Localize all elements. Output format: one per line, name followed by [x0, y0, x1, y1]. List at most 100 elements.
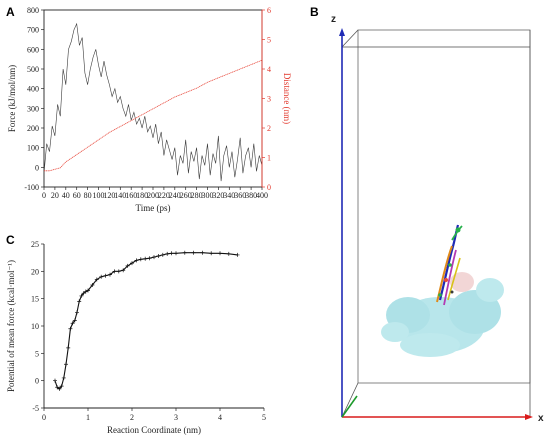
chart-c-y-tick-label: 10: [31, 322, 39, 331]
pmf-data-point: [209, 251, 214, 256]
chart-a-y-tick-label: 600: [27, 45, 39, 54]
chart-c-x-tick-label: 3: [174, 413, 178, 422]
z-axis-label: z: [331, 14, 336, 25]
pmf-data-point: [86, 288, 90, 293]
chart-a-y-tick-label: 0: [35, 163, 39, 172]
chart-a-y2-axis-title: Distance (nm): [282, 73, 292, 124]
chart-a-x-tick-label: 160: [125, 191, 137, 200]
pmf-data-point: [70, 321, 75, 326]
pmf-data-point: [121, 268, 126, 273]
box-edge: [341, 382, 359, 418]
chart-a-y-tick-label: 400: [27, 85, 39, 94]
pmf-data-point: [165, 251, 170, 256]
pmf-data-point: [90, 283, 95, 287]
chart-a-y2-tick-label: 4: [267, 65, 271, 74]
box-edge: [341, 29, 359, 48]
x-axis-arrowhead: [525, 414, 533, 420]
panel-a-label: A: [6, 5, 15, 19]
chart-c-y-tick-label: 15: [31, 295, 39, 304]
pmf-data-point: [125, 263, 130, 268]
chart-a-x-tick-label: 40: [62, 191, 70, 200]
pmf-data-point: [169, 251, 174, 256]
pmf-data-point: [134, 258, 139, 263]
chart-a: 0 20 40 60 80 1001201401601802002202402602803…: [7, 6, 292, 213]
chart-a-x-tick-label: 100: [93, 191, 105, 200]
chart-c-x-tick-label: 5: [262, 413, 266, 422]
chart-c-x-tick-label: 0: [42, 413, 46, 422]
chart-a-y-tick-label: 100: [27, 144, 39, 153]
chart-c-x-axis-title: Reaction Coordinate (nm): [107, 425, 201, 435]
chart-c-x-tick-label: 1: [86, 413, 90, 422]
pmf-data-point: [72, 318, 77, 323]
chart-a-x-tick-label: 240: [169, 191, 181, 200]
chart-a-y-tick-label: 800: [27, 6, 39, 15]
chart-a-x-tick-label: 380: [245, 191, 257, 200]
chart-a-x-tick-label: 360: [234, 191, 246, 200]
pmf-data-point: [61, 375, 66, 380]
protein-structure: [381, 272, 504, 357]
pmf-data-point: [160, 252, 165, 257]
chart-a-x-tick-label: 280: [191, 191, 203, 200]
chart-a-x-tick-label: 400: [256, 191, 268, 200]
box-front-face: [341, 46, 531, 418]
z-axis-arrowhead: [339, 28, 345, 36]
chart-a-y2-tick-label: 2: [267, 124, 271, 133]
panel-c-label: C: [6, 233, 15, 247]
pmf-data-point: [77, 299, 82, 304]
force-series-line: [43, 22, 263, 182]
chart-c-y-axis-title: Potential of mean force (kcal·mol⁻¹): [6, 260, 16, 392]
y-axis-arrow: [341, 395, 358, 418]
chart-a-y-tick-label: 700: [27, 26, 39, 35]
chart-a-x-tick-label: 0: [42, 191, 46, 200]
chart-a-y2-tick-label: 3: [267, 95, 271, 104]
x-axis-label: x: [538, 413, 544, 424]
chart-a-y2-tick-label: 5: [267, 36, 271, 45]
pmf-data-point: [55, 385, 60, 390]
pmf-data-point: [218, 251, 222, 256]
pmf-data-point: [79, 293, 84, 298]
pmf-data-point: [68, 326, 73, 331]
pmf-data-point: [143, 256, 148, 261]
pmf-data-point: [57, 386, 62, 391]
chart-c-y-tick-label: 20: [31, 267, 39, 276]
pmf-data-point: [182, 250, 187, 255]
chart-a-y-tick-label: 500: [27, 65, 39, 74]
pmf-data-point: [53, 378, 57, 383]
pmf-data-point: [130, 261, 134, 266]
pmf-data-point: [156, 254, 161, 259]
chart-c-y-tick-label: 25: [31, 240, 39, 249]
panel-b-label: B: [310, 5, 319, 19]
pmf-data-point: [235, 252, 240, 257]
chart-c-y-tick-label: -5: [32, 404, 39, 413]
ligand-pulling-trajectory: [436, 224, 463, 306]
chart-a-x-axis-title: Time (ps): [136, 203, 171, 213]
chart-a-frame: [43, 9, 263, 188]
chart-a-x-tick-label: 320: [212, 191, 224, 200]
pmf-data-point: [94, 277, 99, 282]
pmf-data-point: [83, 289, 88, 294]
chart-a-x-tick-label: 20: [51, 191, 59, 200]
pmf-data-point: [200, 250, 205, 255]
pmf-data-point: [59, 384, 64, 389]
chart-c-y-tick-label: 0: [35, 377, 39, 386]
chart-a-x-tick-label: 120: [103, 191, 115, 200]
pmf-data-point: [191, 250, 196, 255]
chart-a-y-axis-title: Force (kJ/mol/nm): [7, 65, 17, 132]
pmf-data-point: [147, 256, 152, 261]
chart-a-y2-tick-label: 6: [267, 6, 271, 15]
distance-series-line: [44, 59, 263, 172]
chart-a-x-tick-label: 340: [223, 191, 235, 200]
pmf-data-point: [226, 251, 231, 256]
chart-a-x-tick-label: 80: [84, 191, 92, 200]
pmf-data-point: [66, 345, 71, 350]
pmf-series-line: [54, 252, 238, 390]
pmf-data-point: [64, 362, 68, 367]
pmf-data-point: [81, 291, 86, 296]
pmf-data-point: [103, 273, 108, 278]
pmf-data-point: [112, 269, 117, 274]
chart-a-y-tick-label: -100: [24, 183, 39, 192]
chart-a-x-tick-label: 200: [147, 191, 159, 200]
chart-a-x-tick-label: 220: [158, 191, 170, 200]
